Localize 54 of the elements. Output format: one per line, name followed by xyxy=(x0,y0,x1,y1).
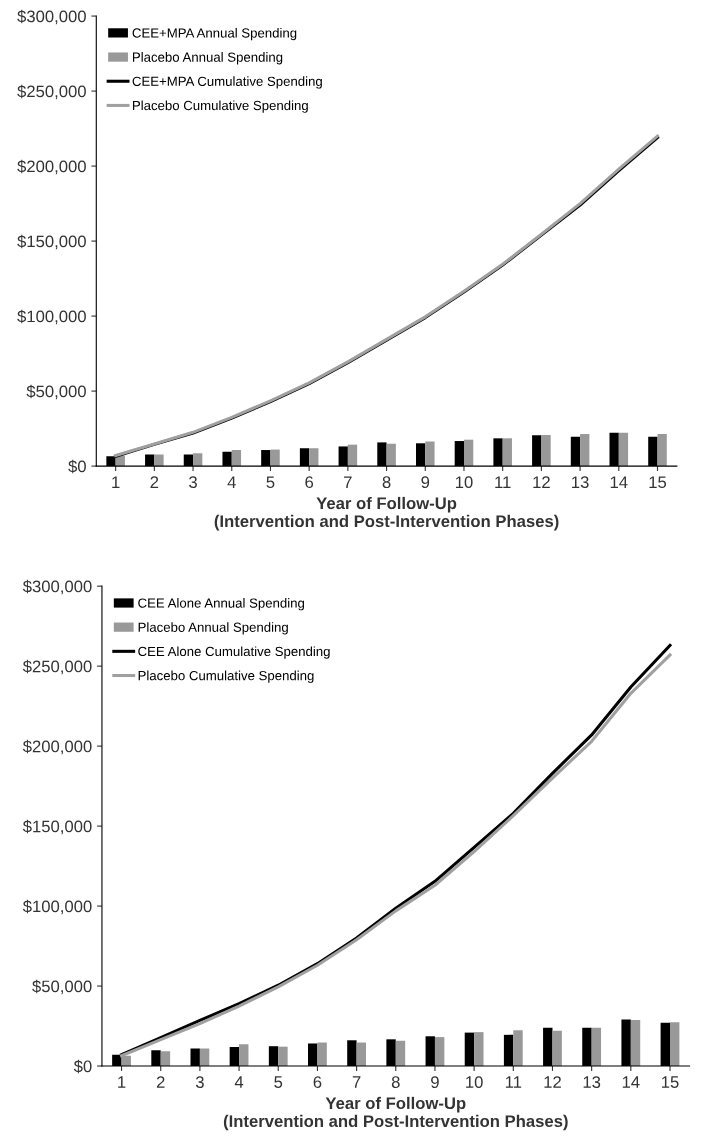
legend-label: CEE+MPA Cumulative Spending xyxy=(132,76,322,89)
x-tick-label: 2 xyxy=(156,1076,165,1088)
x-tick-label: 11 xyxy=(495,476,511,488)
x-tick-label: 8 xyxy=(391,1076,400,1088)
x-tick-label: 6 xyxy=(313,1076,322,1088)
x-tick-label: 1 xyxy=(118,1076,126,1088)
legend-label: Placebo Annual Spending xyxy=(133,52,283,65)
x-tick-label: 3 xyxy=(189,476,197,489)
x-tick-label: 4 xyxy=(227,476,236,488)
legend-label: CEE Alone Annual Spending xyxy=(138,598,304,611)
x-tick-label: 9 xyxy=(431,1076,439,1088)
legend-label: Placebo Annual Spending xyxy=(138,622,288,635)
x-tick-label: 1 xyxy=(112,476,120,488)
x-axis-title: Year of Follow-Up (Intervention and Post-Intervention Phases) xyxy=(214,496,559,531)
y-tick-label: $100,000 xyxy=(22,899,92,915)
x-tick-label: 14 xyxy=(610,476,628,488)
legend-label: Placebo Cumulative Spending xyxy=(133,100,308,113)
x-tick-label: 5 xyxy=(274,1076,283,1088)
y-tick-label: $150,000 xyxy=(17,234,86,250)
x-tick-label: 8 xyxy=(382,476,391,489)
legend-label: CEE+MPA Annual Spending xyxy=(132,27,297,41)
x-tick-label: 3 xyxy=(195,1076,204,1088)
y-tick-label: $250,000 xyxy=(22,659,92,675)
y-tick-label: $150,000 xyxy=(22,819,92,835)
y-tick-label: $200,000 xyxy=(17,159,86,175)
x-tick-label: 7 xyxy=(344,476,352,488)
x-tick-label: 7 xyxy=(352,1076,361,1088)
x-tick-label: 10 xyxy=(455,476,473,489)
x-tick-label: 14 xyxy=(622,1076,640,1088)
x-tick-label: 5 xyxy=(266,476,275,489)
x-tick-label: 13 xyxy=(572,476,589,489)
y-tick-label: $0 xyxy=(73,1059,92,1074)
x-tick-label: 12 xyxy=(533,476,550,488)
y-tick-label: $300,000 xyxy=(22,579,92,595)
x-tick-label: 10 xyxy=(466,1076,483,1088)
x-tick-label: 13 xyxy=(583,1076,601,1088)
x-tick-label: 4 xyxy=(234,1076,244,1088)
y-tick-label: $300,000 xyxy=(17,9,86,25)
x-tick-label: 11 xyxy=(505,1076,522,1088)
x-tick-label: 15 xyxy=(649,476,667,489)
y-tick-label: $0 xyxy=(68,459,86,474)
x-tick-label: 15 xyxy=(662,1076,679,1088)
legend-label: Placebo Cumulative Spending xyxy=(138,670,314,683)
x-tick-label: 6 xyxy=(305,476,314,489)
x-axis-title: Year of Follow-Up (Intervention and Post-Intervention Phases) xyxy=(223,1096,568,1131)
y-tick-label: $50,000 xyxy=(26,384,86,400)
y-tick-label: $100,000 xyxy=(17,309,86,325)
x-tick-label: 2 xyxy=(150,476,159,488)
x-tick-label: 9 xyxy=(421,476,430,489)
legend-label: CEE Alone Cumulative Spending xyxy=(138,646,330,659)
y-tick-label: $50,000 xyxy=(32,979,92,995)
x-tick-label: 12 xyxy=(544,1076,561,1088)
y-tick-label: $250,000 xyxy=(17,84,86,100)
y-tick-label: $200,000 xyxy=(22,739,92,755)
